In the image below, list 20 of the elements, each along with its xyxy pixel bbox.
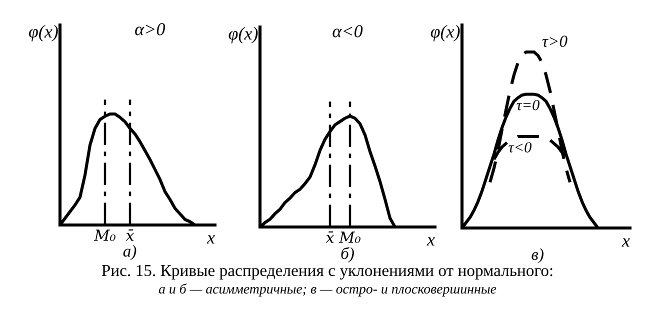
text: Рис. 15. Кривые распределения с уклонениями от нормального: [102,264,552,280]
text: а) [123,245,136,260]
series-label: τ=0 [516,100,540,110]
x-axis-title: x [206,235,215,244]
y-axis-title: φ(x) [228,27,258,44]
x-tick-label: x̄ [126,229,134,241]
series-label: τ<0 [508,142,532,153]
x-tick-label: x̄ [326,231,334,243]
x-axis-title: x [426,237,435,246]
text: в) [532,248,544,264]
x-axis-title: x [622,238,630,247]
x-tick-label: M₀ [338,232,360,243]
text: α>0 [135,23,166,36]
y-axis-title: φ(x) [430,25,460,42]
text: а и б — асимметричные; в — остро- и плосковершинные [158,284,496,296]
text: б) [341,247,354,262]
text: α<0 [332,25,363,38]
x-tick-label: M₀ [94,230,116,241]
y-axis-title: φ(x) [28,25,58,42]
series-label: τ>0 [542,36,568,47]
